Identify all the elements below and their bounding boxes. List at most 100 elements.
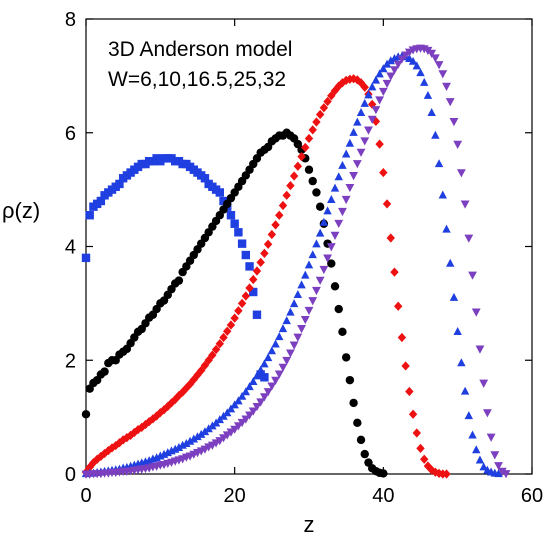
series-4-point-111 (494, 462, 503, 471)
series-3-point-71 (345, 138, 355, 147)
series-2-point-91 (420, 454, 429, 464)
series-3-point-67 (330, 183, 340, 192)
series-2-point-10 (118, 435, 128, 445)
series-2-point-48 (260, 248, 269, 258)
series-2-point-23 (167, 398, 176, 408)
series-4-point-43 (241, 415, 251, 424)
series-3-point-97 (442, 224, 451, 233)
series-3-point-73 (353, 117, 362, 126)
series-1-point-68 (334, 304, 343, 314)
series-2-point-50 (267, 229, 277, 240)
series-2-point-47 (256, 257, 265, 268)
series-2-point-22 (163, 401, 172, 411)
series-3-point-56 (289, 299, 299, 308)
series-1-point-72 (349, 398, 358, 408)
series-2-point-84 (394, 301, 403, 311)
series-2-point-90 (416, 443, 425, 454)
series-2-point-39 (226, 320, 236, 330)
series-0-point-37 (219, 196, 228, 206)
series-3-point-80 (379, 64, 388, 73)
series-3-point-52 (275, 332, 284, 341)
series-3-point-90 (416, 68, 425, 77)
series-4-point-68 (334, 219, 344, 229)
series-3-point-28 (185, 436, 195, 445)
series-3-point-25 (174, 443, 184, 451)
y-tick-label-4: 8 (65, 9, 76, 31)
series-3-point-45 (249, 377, 258, 386)
series-3-point-92 (423, 90, 433, 99)
series-2-point-45 (249, 274, 258, 285)
series-4-point-63 (315, 276, 325, 285)
series-4-point-76 (364, 126, 373, 135)
series-4-point-85 (397, 55, 407, 64)
series-4-point-98 (445, 98, 455, 107)
series-3-point-72 (349, 127, 358, 136)
series-3-point-69 (338, 160, 347, 169)
series-2-point-59 (301, 142, 310, 153)
series-1-point-25 (174, 276, 184, 285)
series-3-point-93 (427, 108, 436, 116)
series-2-point-43 (241, 291, 251, 301)
series-4-point-74 (356, 148, 366, 157)
series-0-point-46 (252, 310, 262, 319)
series-4-point-96 (438, 70, 448, 79)
series-2-point-75 (360, 82, 369, 92)
series-4-point-93 (427, 49, 437, 58)
series-4-point-103 (464, 234, 474, 243)
series-2-point-40 (230, 313, 239, 323)
x-axis-label: z (304, 512, 315, 537)
x-tick-label-2: 40 (372, 485, 394, 507)
series-2-point-42 (237, 298, 247, 308)
series-4-point-104 (468, 271, 477, 280)
series-3-point-79 (375, 69, 384, 78)
series-3-point-50 (267, 346, 277, 355)
series-3-point-33 (204, 424, 213, 433)
series-4-point-41 (233, 422, 243, 431)
series-2-point-8 (111, 440, 120, 451)
series-2-point-60 (304, 133, 314, 144)
series-2-point-14 (133, 425, 143, 435)
series-3-point-57 (293, 290, 303, 298)
series-4-point-106 (475, 345, 485, 354)
series-3-point-107 (479, 462, 488, 471)
series-4-point-105 (471, 308, 481, 317)
series-2-point-81 (382, 199, 392, 209)
series-3-point-49 (263, 353, 273, 362)
series-4-point-59 (300, 315, 310, 325)
series-0-point-4 (96, 196, 106, 206)
series-0-point-42 (237, 239, 247, 248)
series-3-point-100 (453, 326, 462, 335)
series-3-point-88 (408, 56, 418, 65)
series-2-point-30 (193, 370, 202, 380)
series-2-point-57 (293, 161, 303, 171)
series-3-point-65 (323, 206, 332, 215)
series-1-point-75 (360, 449, 369, 459)
series-2-point-44 (245, 283, 254, 293)
series-2-point-70 (341, 75, 351, 86)
series-4-point-110 (490, 451, 500, 460)
series-2-point-65 (323, 96, 332, 107)
series-3-point-42 (237, 391, 247, 400)
series-2-point-36 (215, 339, 224, 349)
series-4-point-77 (367, 115, 377, 124)
series-3-point-70 (341, 149, 351, 158)
series-4-point-40 (230, 425, 240, 434)
series-3-point-75 (360, 98, 369, 107)
series-3-point-82 (386, 56, 395, 65)
series-4-point-64 (319, 265, 329, 275)
series-2-point-80 (379, 167, 388, 178)
y-axis-label: ρ(z) (2, 198, 40, 223)
series-4-point-52 (274, 370, 284, 379)
series-2-point-34 (208, 350, 217, 360)
series-4-point-82 (386, 72, 396, 81)
series-4-point-54 (282, 356, 292, 366)
series-2-point-20 (156, 407, 165, 418)
series-4-point-84 (393, 60, 403, 69)
series-1-point-61 (308, 176, 317, 186)
series-4-point-79 (375, 96, 385, 105)
series-3-point-104 (468, 430, 477, 439)
series-4-point-95 (434, 61, 444, 70)
series-2-point-55 (286, 181, 295, 191)
series-3-point-43 (241, 387, 251, 396)
